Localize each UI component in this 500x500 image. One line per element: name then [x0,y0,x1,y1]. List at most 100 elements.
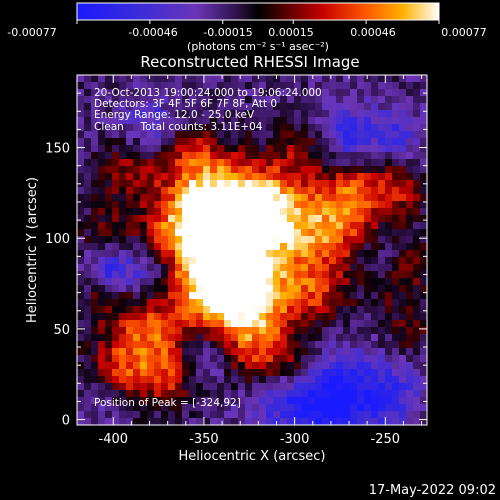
heatmap-cell [112,138,120,146]
heatmap-cell [371,299,379,307]
heatmap-cell [413,96,421,104]
heatmap-cell [364,355,372,363]
heatmap-cell [98,404,106,412]
heatmap-cell [420,362,427,370]
heatmap-cell [126,278,134,286]
heatmap-cell [266,250,274,258]
heatmap-cell [273,138,281,146]
heatmap-cell [245,215,253,223]
heatmap-cell [154,82,162,90]
heatmap-cell [385,75,393,83]
heatmap-cell [105,285,113,293]
heatmap-cell [294,299,302,307]
heatmap-cell [84,299,92,307]
heatmap-cell [252,285,260,293]
heatmap-cell [273,376,281,384]
heatmap-cell [392,152,400,160]
heatmap-cell [371,341,379,349]
heatmap-cell [413,117,421,125]
heatmap-cell [315,194,323,202]
heatmap-cell [98,215,106,223]
heatmap-cell [266,152,274,160]
heatmap-cell [231,271,239,279]
heatmap-cell [182,110,190,118]
heatmap-cell [357,250,365,258]
heatmap-cell [217,397,225,405]
heatmap-cell [294,229,302,237]
heatmap-cell [329,334,337,342]
heatmap-cell [98,285,106,293]
heatmap-cell [112,124,120,132]
heatmap-cell [126,418,134,425]
heatmap-cell [273,194,281,202]
heatmap-cell [182,250,190,258]
heatmap-cell [154,334,162,342]
heatmap-cell [210,96,218,104]
heatmap-cell [301,215,309,223]
heatmap-cell [105,320,113,328]
heatmap-cell [329,313,337,321]
heatmap-cell [189,152,197,160]
heatmap-cell [259,418,267,425]
heatmap-cell [385,362,393,370]
heatmap-cell [413,264,421,272]
heatmap-cell [98,187,106,195]
heatmap-cell [168,138,176,146]
heatmap-cell [413,152,421,160]
heatmap-cell [231,201,239,209]
heatmap-cell [231,292,239,300]
heatmap-cell [294,362,302,370]
heatmap-cell [98,152,106,160]
heatmap-cell [378,96,386,104]
heatmap-cell [406,152,414,160]
heatmap-cell [287,180,295,188]
heatmap-cell [77,166,85,174]
heatmap-cell [245,292,253,300]
heatmap-cell [308,103,316,111]
heatmap-cell [84,236,92,244]
heatmap-cell [378,124,386,132]
colorbar [76,2,440,21]
heatmap-cell [91,313,99,321]
heatmap-cell [315,159,323,167]
heatmap-cell [91,299,99,307]
heatmap-cell [357,397,365,405]
heatmap-cell [329,222,337,230]
heatmap-cell [252,96,260,104]
heatmap-cell [378,334,386,342]
heatmap-cell [322,348,330,356]
heatmap-cell [259,243,267,251]
heatmap-cell [189,383,197,391]
heatmap-cell [217,404,225,412]
heatmap-cell [343,271,351,279]
heatmap-cell [364,208,372,216]
heatmap-cell [322,215,330,223]
heatmap-cell [168,397,176,405]
heatmap-cell [308,292,316,300]
heatmap-cell [147,334,155,342]
heatmap-cell [364,201,372,209]
heatmap-cell [406,89,414,97]
heatmap-cell [273,278,281,286]
heatmap-cell [112,159,120,167]
heatmap-cell [343,229,351,237]
heatmap-cell [378,369,386,377]
heatmap-cell [147,131,155,139]
heatmap-cell [399,376,407,384]
heatmap-cell [287,201,295,209]
heatmap-cell [77,348,85,356]
heatmap-cell [217,215,225,223]
heatmap-cell [105,411,113,419]
heatmap-cell [350,124,358,132]
heatmap-cell [210,327,218,335]
heatmap-cell [364,285,372,293]
heatmap-cell [196,397,204,405]
heatmap-cell [84,397,92,405]
heatmap-cell [266,299,274,307]
heatmap-cell [147,285,155,293]
heatmap-cell [266,411,274,419]
heatmap-cell [112,320,120,328]
heatmap-cell [378,313,386,321]
heatmap-cell [392,75,400,83]
heatmap-cell [287,264,295,272]
